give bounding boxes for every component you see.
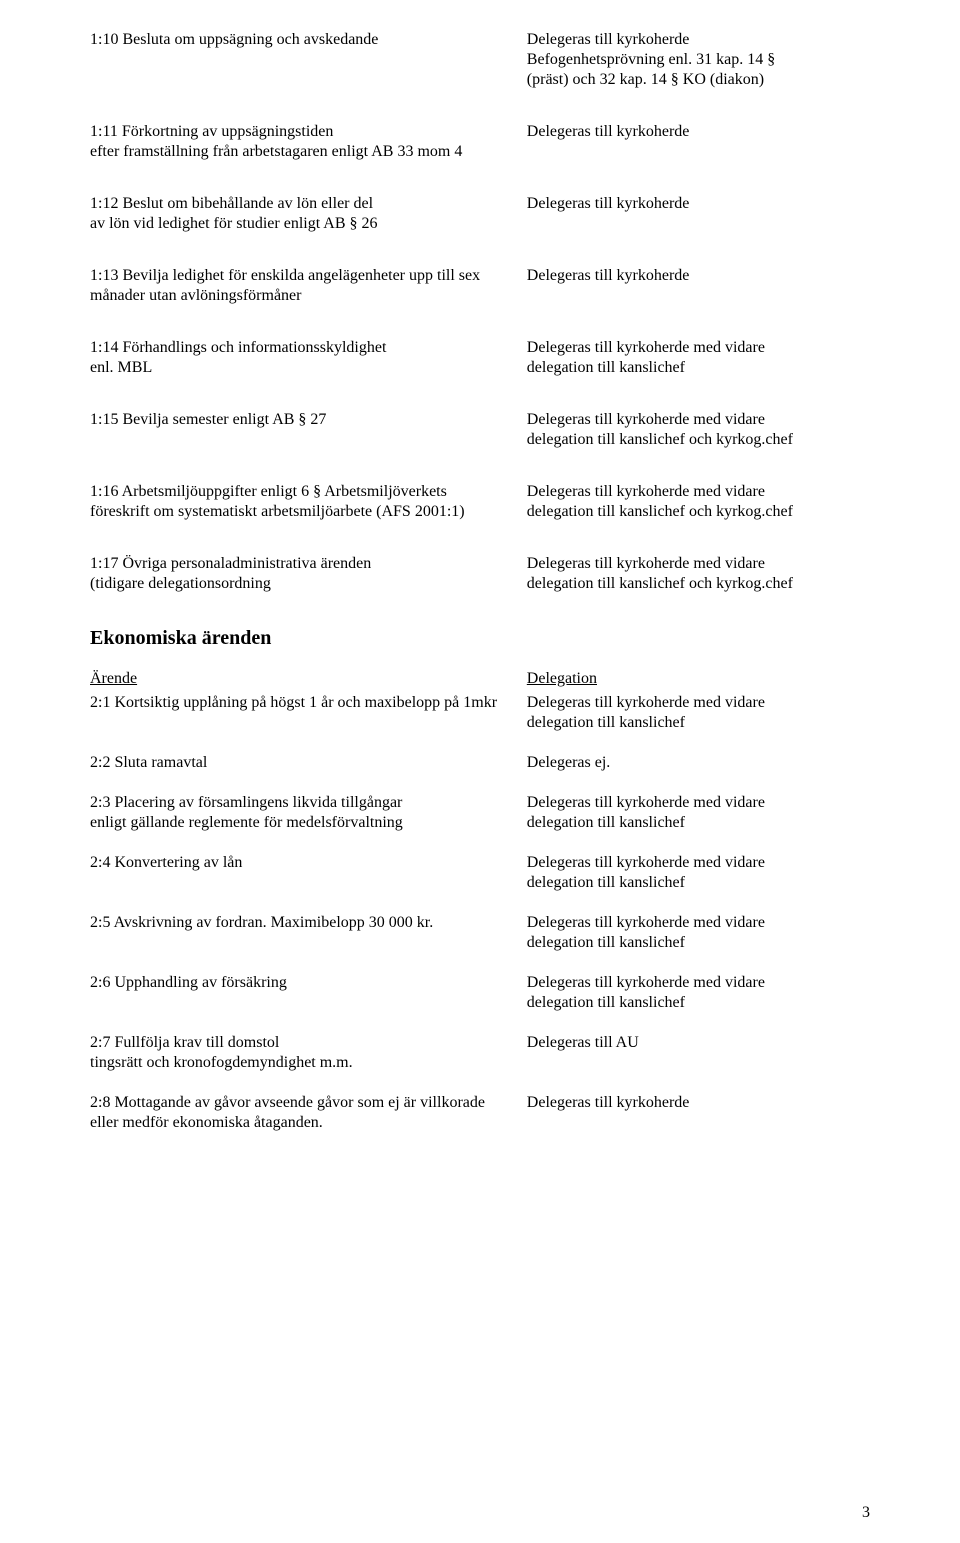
content-row: 1:13 Bevilja ledighet för enskilda angel…: [90, 266, 870, 306]
row-left-text: 2:2 Sluta ramavtal: [90, 753, 527, 773]
content-row: 1:11 Förkortning av uppsägningstidenefte…: [90, 122, 870, 162]
row-left-text: 1:12 Beslut om bibehållande av lön eller…: [90, 194, 527, 234]
row-right-text: Delegeras till kyrkoherde med vidaredele…: [527, 793, 870, 833]
row-right-text: Delegeras till kyrkoherde med vidaredele…: [527, 482, 870, 522]
row-left-text: 2:6 Upphandling av försäkring: [90, 973, 527, 1013]
row-left-text: 2:4 Konvertering av lån: [90, 853, 527, 893]
row-left-text: 2:8 Mottagande av gåvor avseende gåvor s…: [90, 1093, 527, 1133]
row-left-text: 2:3 Placering av församlingens likvida t…: [90, 793, 527, 833]
economic-header-right: Delegation: [527, 669, 870, 689]
row-left-text: 1:17 Övriga personaladministrativa ärend…: [90, 554, 527, 594]
content-row: 1:12 Beslut om bibehållande av lön eller…: [90, 194, 870, 234]
content-row: 1:16 Arbetsmiljöuppgifter enligt 6 § Arb…: [90, 482, 870, 522]
row-left-text: 1:13 Bevilja ledighet för enskilda angel…: [90, 266, 527, 306]
economic-header-row: Ärende Delegation: [90, 669, 870, 689]
economic-header-left: Ärende: [90, 669, 527, 689]
economic-section-heading: Ekonomiska ärenden: [90, 626, 870, 651]
row-right-text: Delegeras till kyrkoherde med vidaredele…: [527, 410, 870, 450]
economic-rows: 2:1 Kortsiktig upplåning på högst 1 år o…: [90, 693, 870, 1133]
content-row: 2:8 Mottagande av gåvor avseende gåvor s…: [90, 1093, 870, 1133]
content-row: 2:6 Upphandling av försäkringDelegeras t…: [90, 973, 870, 1013]
content-row: 1:14 Förhandlings och informationsskyldi…: [90, 338, 870, 378]
row-right-text: Delegeras till kyrkoherde: [527, 266, 870, 306]
row-right-text: Delegeras till kyrkoherde: [527, 1093, 870, 1133]
row-right-text: Delegeras till kyrkoherdeBefogenhetspröv…: [527, 30, 870, 90]
row-left-text: 1:15 Bevilja semester enligt AB § 27: [90, 410, 527, 450]
content-row: 2:5 Avskrivning av fordran. Maximibelopp…: [90, 913, 870, 953]
row-right-text: Delegeras till kyrkoherde med vidaredele…: [527, 693, 870, 733]
row-left-text: 2:1 Kortsiktig upplåning på högst 1 år o…: [90, 693, 527, 733]
content-row: 2:4 Konvertering av lånDelegeras till ky…: [90, 853, 870, 893]
row-right-text: Delegeras till kyrkoherde med vidaredele…: [527, 853, 870, 893]
row-right-text: Delegeras till kyrkoherde: [527, 194, 870, 234]
content-row: 1:17 Övriga personaladministrativa ärend…: [90, 554, 870, 594]
row-left-text: 2:7 Fullfölja krav till domstoltingsrätt…: [90, 1033, 527, 1073]
row-right-text: Delegeras till AU: [527, 1033, 870, 1073]
row-left-text: 1:14 Förhandlings och informationsskyldi…: [90, 338, 527, 378]
row-right-text: Delegeras till kyrkoherde med vidaredele…: [527, 554, 870, 594]
row-left-text: 1:10 Besluta om uppsägning och avskedand…: [90, 30, 527, 90]
row-right-text: Delegeras till kyrkoherde med vidaredele…: [527, 913, 870, 953]
content-row: 1:15 Bevilja semester enligt AB § 27Dele…: [90, 410, 870, 450]
content-row: 2:3 Placering av församlingens likvida t…: [90, 793, 870, 833]
page-number: 3: [862, 1503, 870, 1523]
content-row: 2:2 Sluta ramavtalDelegeras ej.: [90, 753, 870, 773]
row-left-text: 1:11 Förkortning av uppsägningstidenefte…: [90, 122, 527, 162]
row-right-text: Delegeras ej.: [527, 753, 870, 773]
content-row: 2:1 Kortsiktig upplåning på högst 1 år o…: [90, 693, 870, 733]
row-left-text: 2:5 Avskrivning av fordran. Maximibelopp…: [90, 913, 527, 953]
row-left-text: 1:16 Arbetsmiljöuppgifter enligt 6 § Arb…: [90, 482, 527, 522]
document-page: 1:10 Besluta om uppsägning och avskedand…: [0, 0, 960, 1543]
content-row: 2:7 Fullfölja krav till domstoltingsrätt…: [90, 1033, 870, 1073]
primary-blocks: 1:10 Besluta om uppsägning och avskedand…: [90, 30, 870, 594]
row-right-text: Delegeras till kyrkoherde med vidaredele…: [527, 973, 870, 1013]
row-right-text: Delegeras till kyrkoherde med vidaredele…: [527, 338, 870, 378]
row-right-text: Delegeras till kyrkoherde: [527, 122, 870, 162]
content-row: 1:10 Besluta om uppsägning och avskedand…: [90, 30, 870, 90]
